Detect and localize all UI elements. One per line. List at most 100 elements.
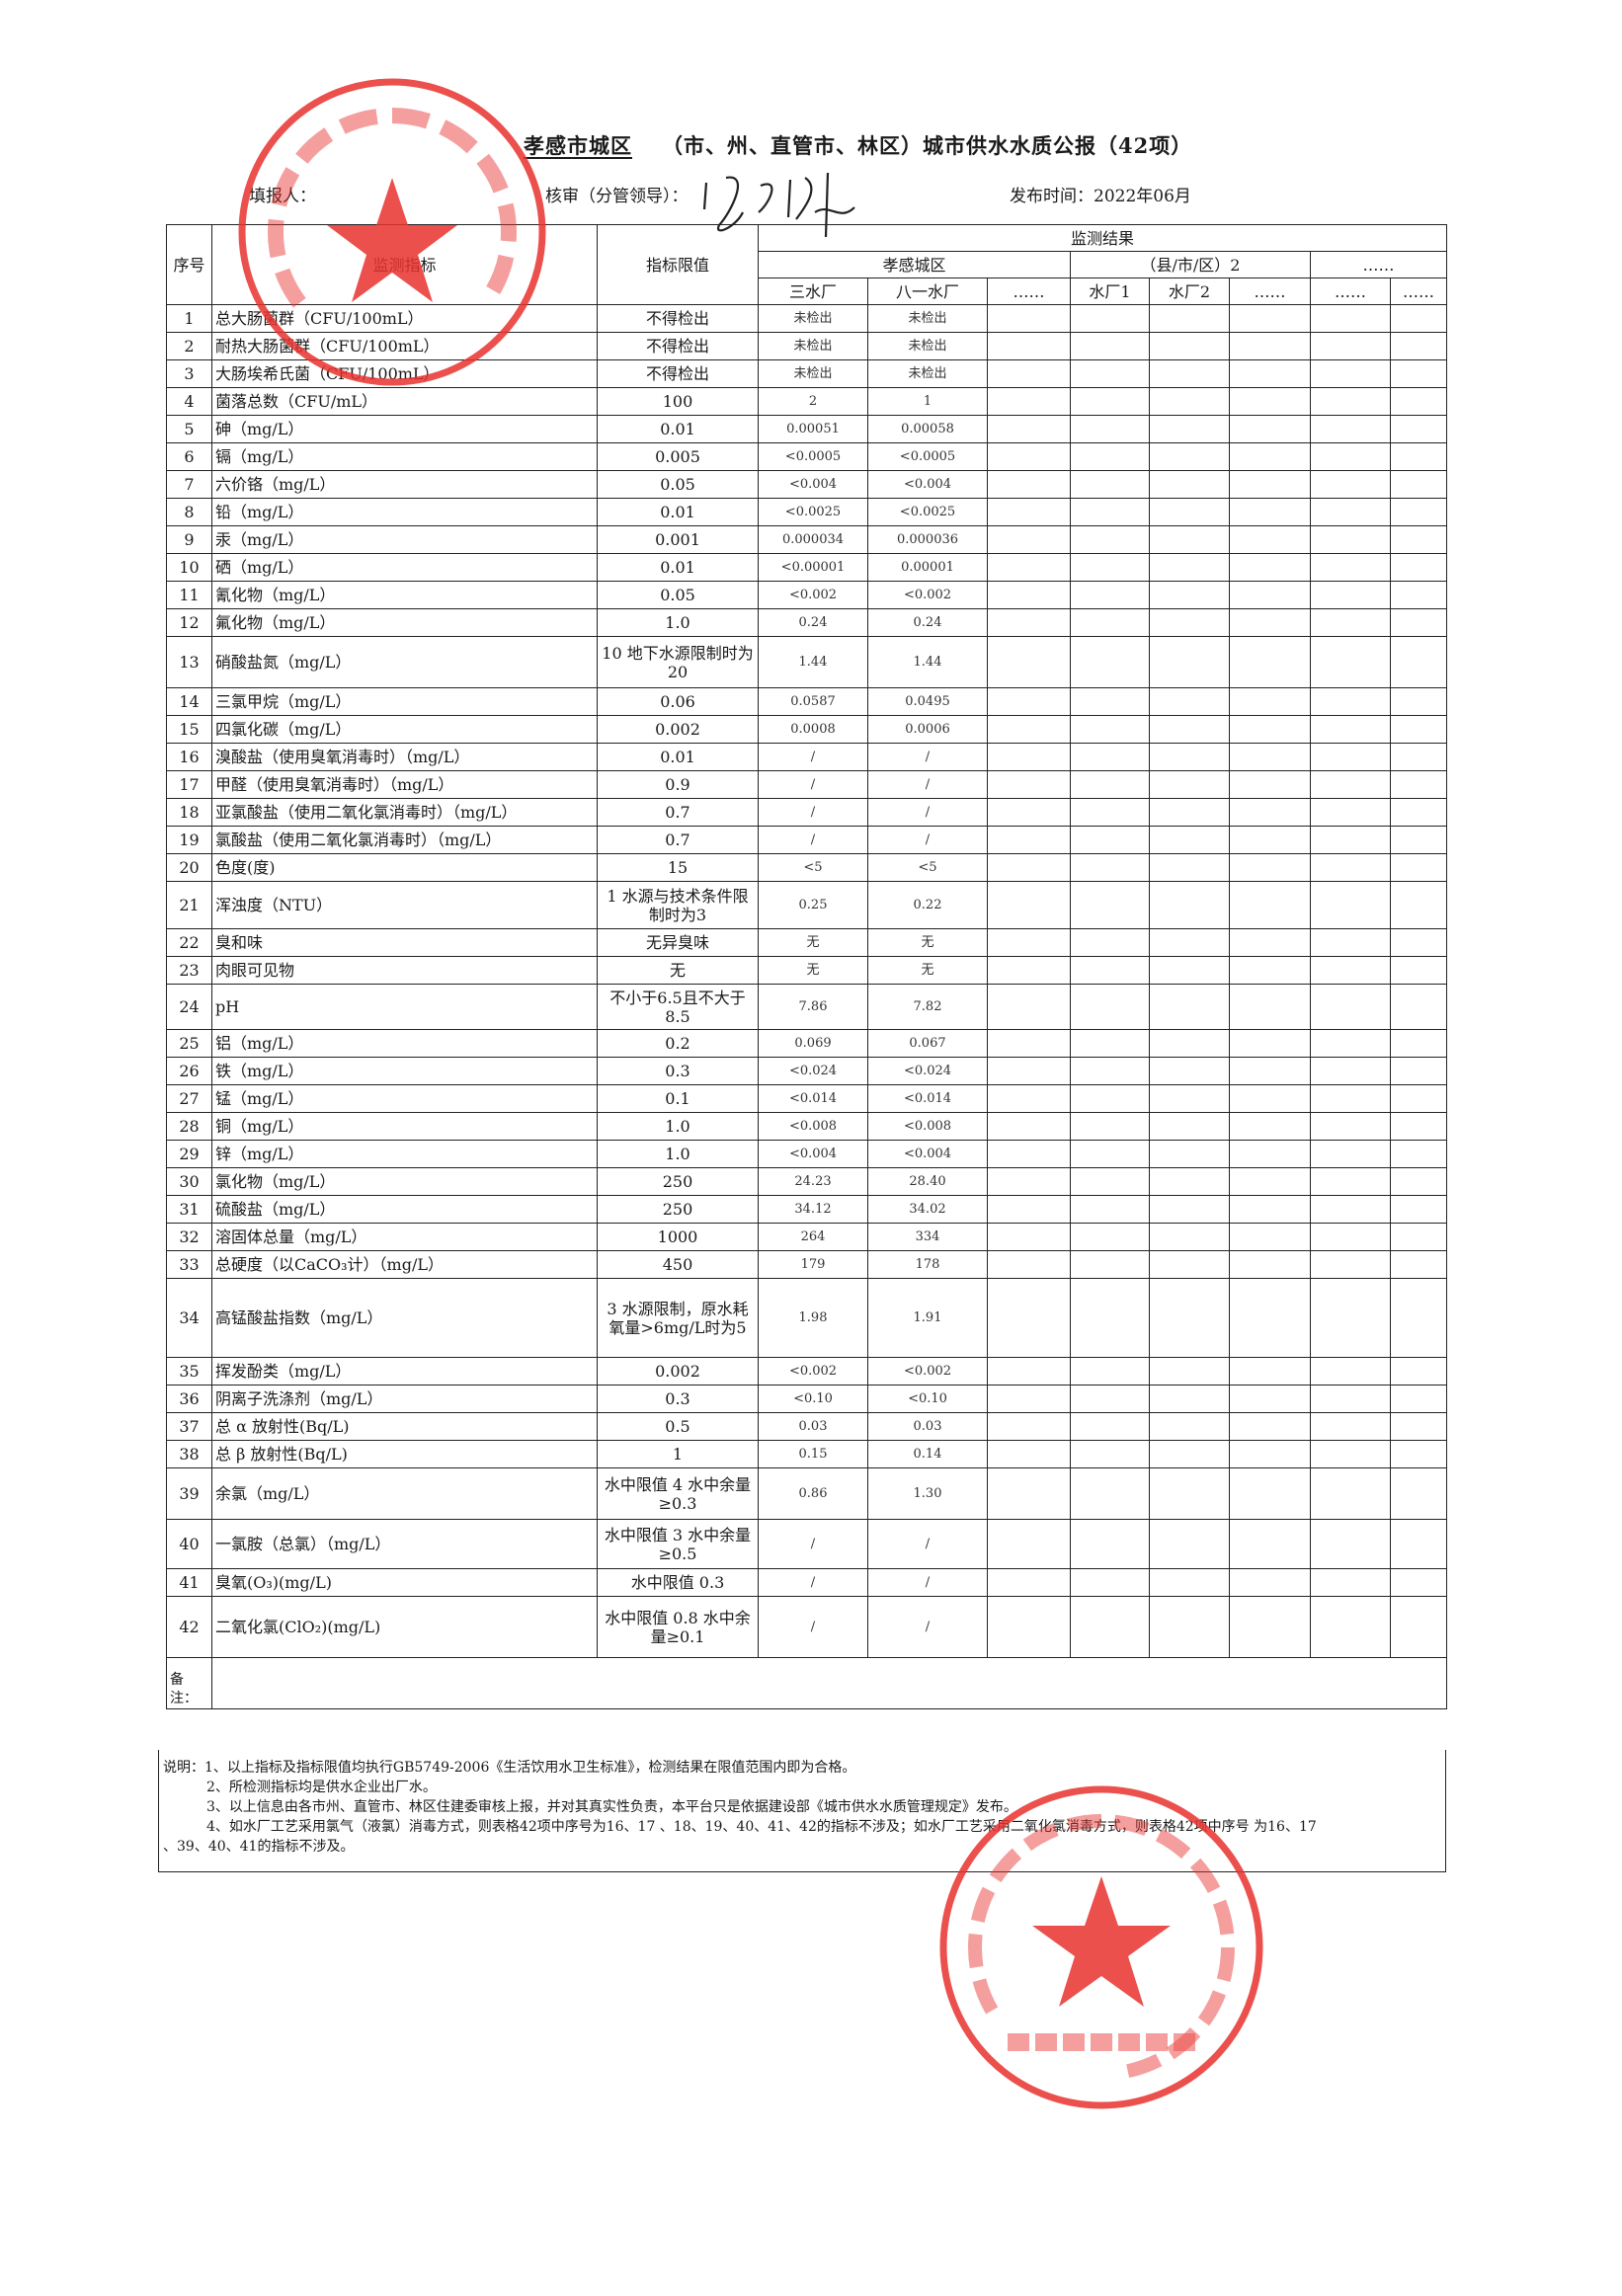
table-row: 3 大肠埃希氏菌（CFU/100mL） 不得检出 未检出 未检出	[166, 359, 1448, 388]
row-limit: 0.01	[597, 743, 759, 771]
row-indicator: 臭氧(O₃)(mg/L)	[211, 1568, 598, 1597]
row-value-sanshui: 0.069	[758, 1029, 868, 1058]
row-value-sanshui: 179	[758, 1250, 868, 1279]
row-value-empty	[1070, 1167, 1150, 1196]
row-value-empty	[1149, 928, 1230, 957]
row-indicator: 总硬度（以CaCO₃计）（mg/L）	[211, 1250, 598, 1279]
row-value-empty	[1310, 956, 1391, 985]
row-seq: 19	[166, 826, 212, 854]
row-value-empty	[1310, 332, 1391, 360]
row-limit: 0.5	[597, 1412, 759, 1441]
row-indicator: 砷（mg/L）	[211, 415, 598, 443]
row-value-empty	[1229, 1084, 1311, 1113]
row-limit: 1	[597, 1440, 759, 1468]
row-value-empty	[987, 304, 1071, 333]
row-value-sanshui: /	[758, 826, 868, 854]
row-value-empty	[1149, 1029, 1230, 1058]
row-seq: 26	[166, 1057, 212, 1085]
row-value-empty	[1149, 304, 1230, 333]
row-limit: 不得检出	[597, 359, 759, 388]
row-value-empty	[1070, 332, 1150, 360]
row-value-empty	[1310, 687, 1391, 716]
row-value-empty	[1389, 581, 1448, 609]
row-indicator: 溴酸盐（使用臭氧消毒时）（mg/L）	[211, 743, 598, 771]
row-value-sanshui: 0.00051	[758, 415, 868, 443]
row-value-empty	[1310, 1140, 1391, 1168]
table-row: 37 总 α 放射性(Bq/L) 0.5 0.03 0.03	[166, 1412, 1448, 1441]
row-value-empty	[1149, 881, 1230, 929]
row-value-empty	[1229, 581, 1311, 609]
remarks-label: 备注：	[166, 1657, 212, 1709]
row-value-empty	[1310, 1412, 1391, 1441]
row-limit: 0.06	[597, 687, 759, 716]
row-value-empty	[1389, 636, 1448, 688]
row-value-sanshui: 未检出	[758, 332, 868, 360]
row-value-bayi: 334	[867, 1223, 988, 1251]
row-value-empty	[1229, 470, 1311, 499]
row-value-empty	[1149, 608, 1230, 637]
row-value-sanshui: <0.00001	[758, 553, 868, 582]
row-value-sanshui: 0.000034	[758, 525, 868, 554]
row-value-empty	[1229, 798, 1311, 827]
row-value-empty	[1070, 928, 1150, 957]
table-row: 6 镉（mg/L） 0.005 <0.0005 <0.0005	[166, 442, 1448, 471]
row-value-empty	[1149, 1467, 1230, 1520]
row-value-empty	[1229, 1195, 1311, 1224]
row-value-empty	[1389, 415, 1448, 443]
row-value-empty	[1389, 687, 1448, 716]
row-value-empty	[987, 581, 1071, 609]
row-value-empty	[1070, 387, 1150, 416]
row-value-empty	[1310, 1250, 1391, 1279]
row-value-empty	[1389, 1596, 1448, 1658]
row-value-empty	[1389, 826, 1448, 854]
row-value-empty	[1149, 1412, 1230, 1441]
row-value-empty	[1310, 415, 1391, 443]
table-row: 16 溴酸盐（使用臭氧消毒时）（mg/L） 0.01//	[166, 743, 1448, 771]
row-indicator: 大肠埃希氏菌（CFU/100mL）	[211, 359, 598, 388]
row-value-empty	[1310, 798, 1391, 827]
row-seq: 42	[166, 1596, 212, 1658]
row-value-empty	[1229, 442, 1311, 471]
table-row: 33 总硬度（以CaCO₃计）（mg/L） 450 179 178	[166, 1250, 1448, 1279]
row-value-empty	[1389, 1167, 1448, 1196]
row-value-sanshui: /	[758, 1568, 868, 1597]
row-value-empty	[1229, 715, 1311, 744]
row-seq: 2	[166, 332, 212, 360]
table-row: 39 余氯（mg/L） 水中限值 4 水中余量≥0.3 0.86 1.30	[166, 1467, 1448, 1520]
row-value-empty	[987, 1467, 1071, 1520]
row-value-empty	[1389, 553, 1448, 582]
row-value-empty	[1389, 470, 1448, 499]
row-value-bayi: 无	[867, 956, 988, 985]
row-value-empty	[987, 608, 1071, 637]
row-indicator: 甲醛（使用臭氧消毒时）（mg/L）	[211, 770, 598, 799]
row-indicator: 余氯（mg/L）	[211, 1467, 598, 1520]
row-value-empty	[1229, 956, 1311, 985]
table-row: 40 一氯胺（总氯）（mg/L） 水中限值 3 水中余量≥0.5//	[166, 1519, 1448, 1569]
row-value-empty	[1229, 608, 1311, 637]
row-value-empty	[1070, 1029, 1150, 1058]
table-row: 9 汞（mg/L） 0.001 0.000034 0.000036	[166, 525, 1448, 554]
row-value-bayi: 1.44	[867, 636, 988, 688]
row-value-sanshui: 0.0587	[758, 687, 868, 716]
row-value-empty	[987, 770, 1071, 799]
note-line: 说明：1、以上指标及指标限值均执行GB5749-2006《生活饮用水卫生标准》，…	[163, 1760, 856, 1776]
row-value-empty	[1310, 1357, 1391, 1386]
row-value-bayi: 1	[867, 387, 988, 416]
row-value-bayi: <0.024	[867, 1057, 988, 1085]
row-value-sanshui: 264	[758, 1223, 868, 1251]
row-limit: 0.3	[597, 1385, 759, 1413]
row-value-empty	[1310, 387, 1391, 416]
row-value-empty	[1070, 470, 1150, 499]
row-value-empty	[1070, 1357, 1150, 1386]
row-value-empty	[1310, 304, 1391, 333]
row-value-empty	[1229, 881, 1311, 929]
row-value-sanshui: 34.12	[758, 1195, 868, 1224]
row-limit: 水中限值 0.8 水中余量≥0.1	[597, 1596, 759, 1658]
table-row: 42 二氧化氯(ClO₂)(mg/L) 水中限值 0.8 水中余量≥0.1//	[166, 1596, 1448, 1658]
row-value-bayi: 0.0006	[867, 715, 988, 744]
row-seq: 8	[166, 498, 212, 526]
row-value-bayi: <0.0025	[867, 498, 988, 526]
row-value-empty	[987, 881, 1071, 929]
row-value-sanshui: /	[758, 1596, 868, 1658]
title-region: 孝感市城区	[524, 133, 632, 158]
